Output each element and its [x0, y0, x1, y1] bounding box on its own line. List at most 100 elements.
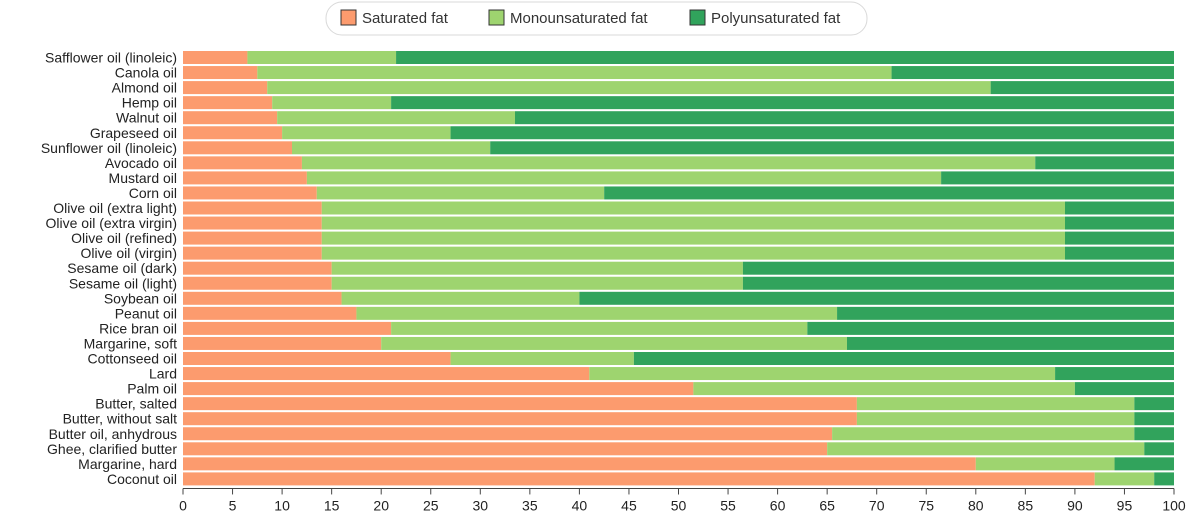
bar-polyunsaturated-fat-avocado-oil	[1035, 156, 1174, 170]
bar-monounsaturated-fat-butter-salted	[856, 397, 1135, 411]
x-tick-label: 90	[1067, 497, 1083, 513]
category-label: Cottonseed oil	[87, 351, 177, 367]
category-label: Corn oil	[129, 185, 177, 201]
bar-saturated-fat-olive-oil-virgin	[183, 246, 322, 260]
legend-item-polyunsaturated-fat[interactable]: Polyunsaturated fat	[689, 9, 841, 27]
bar-monounsaturated-fat-olive-oil-extra-virgin	[321, 216, 1065, 230]
bar-monounsaturated-fat-sunflower-oil-linoleic	[292, 141, 491, 155]
bar-polyunsaturated-fat-ghee-clarified-butter	[1144, 442, 1174, 456]
legend-item-monounsaturated-fat[interactable]: Monounsaturated fat	[488, 9, 648, 27]
x-tick-label: 5	[229, 497, 237, 513]
bar-monounsaturated-fat-cottonseed-oil	[450, 352, 634, 365]
bar-saturated-fat-butter-salted	[183, 397, 857, 411]
x-tick-label: 0	[179, 497, 187, 513]
bar-polyunsaturated-fat-mustard-oil	[941, 171, 1174, 185]
x-tick-label: 20	[373, 497, 389, 513]
category-label: Olive oil (extra light)	[53, 200, 177, 216]
bar-saturated-fat-soybean-oil	[183, 291, 342, 305]
bar-monounsaturated-fat-hemp-oil	[272, 96, 392, 110]
legend-swatch	[689, 9, 706, 26]
plot-area	[183, 51, 1175, 486]
category-label: Sesame oil (dark)	[67, 260, 177, 276]
bar-saturated-fat-safflower-oil-linoleic	[183, 51, 248, 64]
bar-saturated-fat-lard	[183, 367, 590, 381]
x-tick-label: 80	[968, 497, 984, 513]
bar-monounsaturated-fat-olive-oil-virgin	[321, 246, 1065, 260]
category-label: Hemp oil	[122, 95, 177, 111]
bar-polyunsaturated-fat-butter-salted	[1134, 397, 1174, 411]
bar-monounsaturated-fat-canola-oil	[257, 66, 892, 80]
bar-monounsaturated-fat-margarine-soft	[381, 336, 847, 350]
bar-saturated-fat-palm-oil	[183, 382, 694, 396]
bar-polyunsaturated-fat-grapeseed-oil	[450, 126, 1174, 140]
category-label: Coconut oil	[107, 471, 177, 487]
bar-polyunsaturated-fat-cottonseed-oil	[633, 352, 1174, 365]
category-label: Butter, without salt	[63, 411, 178, 427]
bar-polyunsaturated-fat-palm-oil	[1074, 382, 1174, 396]
bar-monounsaturated-fat-rice-bran-oil	[391, 321, 808, 335]
category-label: Grapeseed oil	[90, 125, 177, 141]
bar-polyunsaturated-fat-olive-oil-extra-light	[1064, 201, 1174, 215]
bar-polyunsaturated-fat-olive-oil-extra-virgin	[1064, 216, 1174, 230]
category-label: Rice bran oil	[99, 320, 177, 336]
category-label: Safflower oil (linoleic)	[45, 50, 177, 66]
legend-item-saturated-fat[interactable]: Saturated fat	[340, 9, 449, 27]
bar-polyunsaturated-fat-margarine-hard	[1114, 457, 1174, 471]
category-label: Mustard oil	[109, 170, 177, 186]
bar-polyunsaturated-fat-almond-oil	[990, 81, 1174, 95]
category-label: Olive oil (extra virgin)	[46, 215, 177, 231]
legend-label: Saturated fat	[362, 10, 449, 27]
category-label: Margarine, soft	[84, 335, 177, 351]
bar-monounsaturated-fat-safflower-oil-linoleic	[247, 51, 397, 64]
bar-monounsaturated-fat-ghee-clarified-butter	[827, 442, 1145, 456]
bar-saturated-fat-sesame-oil-light	[183, 276, 332, 290]
bar-monounsaturated-fat-sesame-oil-light	[331, 276, 743, 290]
bar-polyunsaturated-fat-canola-oil	[891, 66, 1174, 80]
x-tick-label: 35	[522, 497, 538, 513]
bar-polyunsaturated-fat-rice-bran-oil	[807, 321, 1174, 335]
legend-label: Polyunsaturated fat	[711, 10, 841, 27]
x-tick-label: 50	[671, 497, 687, 513]
bar-saturated-fat-margarine-soft	[183, 336, 382, 350]
bar-polyunsaturated-fat-lard	[1055, 367, 1174, 381]
bar-monounsaturated-fat-grapeseed-oil	[282, 126, 451, 140]
x-tick-label: 30	[473, 497, 489, 513]
x-tick-label: 60	[770, 497, 786, 513]
bar-polyunsaturated-fat-butter-oil-anhydrous	[1134, 427, 1174, 441]
bar-monounsaturated-fat-palm-oil	[693, 382, 1075, 396]
legend-box	[325, 1, 868, 36]
bar-monounsaturated-fat-margarine-hard	[975, 457, 1115, 471]
x-tick-label: 25	[423, 497, 439, 513]
bar-polyunsaturated-fat-soybean-oil	[579, 291, 1174, 305]
x-tick-label: 100	[1162, 497, 1186, 513]
category-label: Peanut oil	[115, 305, 177, 321]
category-label: Olive oil (refined)	[71, 230, 177, 246]
category-label: Soybean oil	[104, 290, 177, 306]
category-label: Lard	[149, 366, 177, 382]
bar-polyunsaturated-fat-safflower-oil-linoleic	[396, 51, 1174, 64]
bar-saturated-fat-margarine-hard	[183, 457, 976, 471]
category-label: Butter oil, anhydrous	[49, 426, 177, 442]
bar-saturated-fat-butter-oil-anhydrous	[183, 427, 833, 441]
bar-monounsaturated-fat-olive-oil-refined	[321, 231, 1065, 245]
category-label: Margarine, hard	[78, 456, 177, 472]
x-tick-label: 45	[621, 497, 637, 513]
bar-saturated-fat-coconut-oil	[183, 472, 1095, 486]
bar-monounsaturated-fat-walnut-oil	[277, 111, 515, 125]
bar-saturated-fat-butter-without-salt	[183, 412, 857, 426]
bar-polyunsaturated-fat-coconut-oil	[1154, 472, 1174, 486]
x-tick-label: 65	[819, 497, 835, 513]
legend-swatch	[340, 9, 357, 26]
bar-saturated-fat-cottonseed-oil	[183, 352, 451, 365]
bar-polyunsaturated-fat-walnut-oil	[514, 111, 1174, 125]
bar-saturated-fat-corn-oil	[183, 186, 317, 200]
bar-monounsaturated-fat-butter-oil-anhydrous	[832, 427, 1135, 441]
bar-saturated-fat-peanut-oil	[183, 306, 357, 320]
category-label: Avocado oil	[105, 155, 177, 171]
bar-polyunsaturated-fat-peanut-oil	[837, 306, 1174, 320]
bar-polyunsaturated-fat-sunflower-oil-linoleic	[490, 141, 1175, 155]
bar-monounsaturated-fat-corn-oil	[316, 186, 605, 200]
bar-saturated-fat-hemp-oil	[183, 96, 273, 110]
category-labels: Safflower oil (linoleic)Canola oilAlmond…	[41, 50, 177, 487]
category-label: Olive oil (virgin)	[81, 245, 177, 261]
